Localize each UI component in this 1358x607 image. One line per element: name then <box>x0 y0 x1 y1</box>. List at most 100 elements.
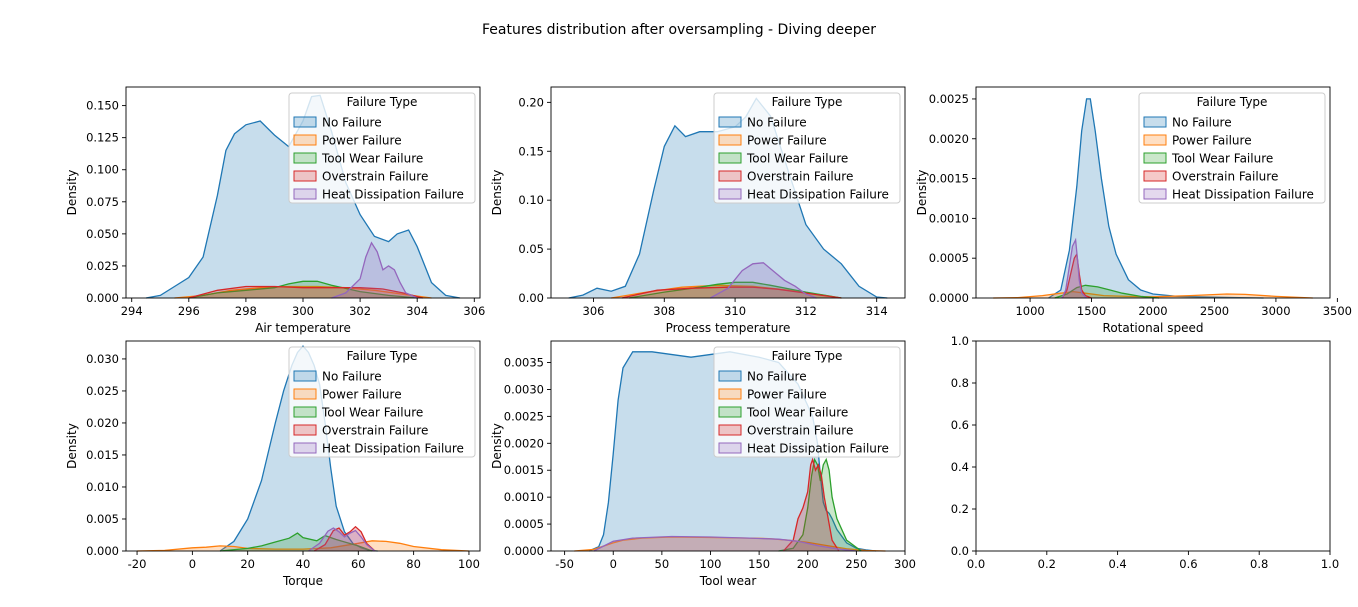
legend-swatch-power-failure <box>293 388 317 400</box>
x-tick-label: 306 <box>583 304 605 318</box>
x-tick-label: 80 <box>406 557 421 571</box>
line-tool-wear-failure <box>219 532 373 552</box>
legend-swatch-heat-dissipation-failure <box>1143 188 1167 200</box>
legend-label-no-failure: No Failure <box>1172 116 1232 130</box>
legend-label-heat-dissipation-failure: Heat Dissipation Failure <box>322 442 464 456</box>
area-overstrain-failure <box>783 459 839 551</box>
chart-panel-3: 1000 1500 2000 2500 3000 3500 0.0000 0.0005 0.00… <box>915 86 1352 335</box>
area-overstrain-failure <box>1062 254 1092 298</box>
area-overstrain-failure <box>621 287 842 298</box>
x-tick-label: 302 <box>349 304 371 318</box>
legend-swatch-no-failure <box>293 370 317 382</box>
y-tick-label: 0.100 <box>86 163 119 177</box>
chart-panel-5: -50 0 50 100 150 200 250 300 0.0000 0.0005 0.0010 0… <box>490 340 916 588</box>
legend-swatch-overstrain-failure <box>718 170 742 182</box>
y-tick-label: 0.0015 <box>929 172 969 186</box>
line-heat-dissipation-failure <box>308 527 376 552</box>
legend-label-power-failure: Power Failure <box>747 134 827 148</box>
legend-title: Failure Type <box>347 349 418 363</box>
line-power-failure <box>137 540 469 552</box>
chart-panel-4: -20 0 20 40 60 80 100 0.000 0.005 0.010 0.015 0.020… <box>65 340 481 588</box>
y-tick-label: 0.0010 <box>929 211 969 225</box>
legend-title: Failure Type <box>772 95 843 109</box>
x-tick-label: 308 <box>653 304 675 318</box>
x-tick-label: 0.8 <box>1250 557 1268 571</box>
y-tick-label: 0.025 <box>86 259 119 273</box>
y-tick-label: 0.025 <box>86 384 119 398</box>
legend-swatch-overstrain-failure <box>1143 170 1167 182</box>
chart-panel-2: 306 308 310 312 314 0.00 0.05 0.10 0.15 0.20 Proce… <box>490 86 906 335</box>
area-power-failure <box>137 540 469 551</box>
y-tick-label: 0.075 <box>86 195 119 209</box>
legend-swatch-tool-wear-failure <box>718 406 742 418</box>
y-axis-label: Density <box>65 423 79 469</box>
y-tick-label: 0.20 <box>518 95 544 109</box>
line-tool-wear-failure <box>628 281 842 299</box>
line-heat-dissipation-failure <box>331 241 418 299</box>
line-heat-dissipation-failure <box>1061 237 1088 299</box>
x-tick-label: 294 <box>121 304 143 318</box>
x-axis-label: Process temperature <box>666 321 791 335</box>
y-tick-label: 0.15 <box>518 144 544 158</box>
x-tick-label: 312 <box>795 304 817 318</box>
x-tick-label: 0 <box>189 557 196 571</box>
legend-swatch-overstrain-failure <box>718 424 742 436</box>
legend-label-overstrain-failure: Overstrain Failure <box>1172 170 1278 184</box>
legend-swatch-heat-dissipation-failure <box>718 188 742 200</box>
y-tick-label: 0.0015 <box>504 463 544 477</box>
x-axis-label: Torque <box>282 574 323 588</box>
legend-swatch-power-failure <box>718 388 742 400</box>
legend: Failure Type No Failure Power Failure Tool … <box>288 346 476 458</box>
legend-swatch-power-failure <box>1143 134 1167 146</box>
legend-swatch-heat-dissipation-failure <box>718 442 742 454</box>
legend-label-power-failure: Power Failure <box>322 388 402 402</box>
legend-label-heat-dissipation-failure: Heat Dissipation Failure <box>1172 188 1314 202</box>
legend-label-overstrain-failure: Overstrain Failure <box>747 170 853 184</box>
area-tool-wear-failure <box>628 282 842 298</box>
y-tick-label: 0.125 <box>86 131 119 145</box>
x-tick-label: 314 <box>866 304 888 318</box>
legend-label-tool-wear-failure: Tool Wear Failure <box>321 406 423 420</box>
area-tool-wear-failure <box>220 533 373 551</box>
axes-frame <box>550 340 906 552</box>
x-tick-label: -50 <box>555 557 574 571</box>
x-tick-label: -20 <box>128 557 147 571</box>
y-tick-label: 0.00 <box>518 291 544 305</box>
area-power-failure <box>611 285 842 298</box>
line-tool-wear-failure <box>188 280 418 299</box>
legend-label-tool-wear-failure: Tool Wear Failure <box>1171 152 1273 166</box>
y-tick-label: 0.030 <box>86 352 119 366</box>
legend-swatch-no-failure <box>1143 116 1167 128</box>
y-tick-label: 0.0020 <box>504 436 544 450</box>
x-tick-label: 0 <box>610 557 617 571</box>
legend-label-no-failure: No Failure <box>322 370 382 384</box>
area-heat-dissipation-failure <box>710 262 817 298</box>
legend-swatch-power-failure <box>293 134 317 146</box>
y-tick-label: 0.0020 <box>929 132 969 146</box>
y-tick-label: 0.0005 <box>504 517 544 531</box>
y-tick-label: 0.8 <box>951 376 969 390</box>
legend-label-heat-dissipation-failure: Heat Dissipation Failure <box>747 188 889 202</box>
axes-frame <box>550 86 906 299</box>
x-axis-label: Rotational speed <box>1103 321 1204 335</box>
x-tick-label: 0.6 <box>1179 557 1197 571</box>
area-heat-dissipation-failure <box>1062 239 1087 298</box>
y-axis-label: Density <box>65 170 79 216</box>
area-power-failure <box>574 537 886 551</box>
chart-panel-1: 294 296 298 300 302 304 306 0.000 0.025 0.050 0.07… <box>65 86 485 335</box>
y-tick-label: 0.005 <box>86 512 119 526</box>
y-axis-label: Density <box>490 423 504 469</box>
y-tick-label: 0.0010 <box>504 490 544 504</box>
x-tick-label: 60 <box>351 557 366 571</box>
x-tick-label: 250 <box>845 557 867 571</box>
x-tick-label: 0.0 <box>967 557 985 571</box>
x-tick-label: 1.0 <box>1321 557 1339 571</box>
x-tick-label: 200 <box>797 557 819 571</box>
x-tick-label: 3000 <box>1261 304 1290 318</box>
area-power-failure <box>993 291 1313 298</box>
legend-swatch-tool-wear-failure <box>1143 152 1167 164</box>
y-tick-label: 1.0 <box>951 334 969 348</box>
line-no-failure <box>1048 98 1264 299</box>
y-tick-label: 0.0030 <box>504 382 544 396</box>
